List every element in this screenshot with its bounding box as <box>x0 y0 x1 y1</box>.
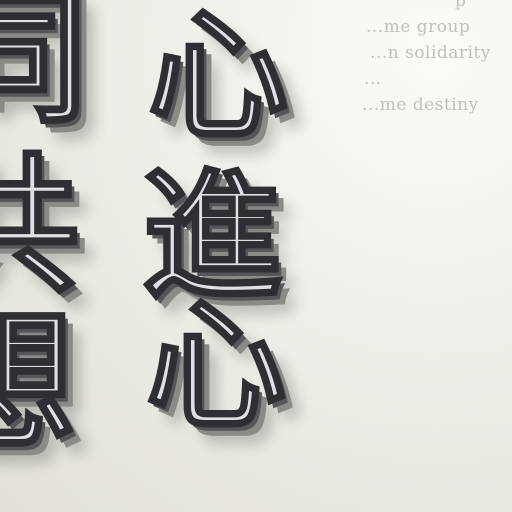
english-line: ...me destiny <box>362 95 479 115</box>
character-jin: 進 <box>140 156 283 319</box>
english-line: ... <box>364 69 382 89</box>
english-caption: p ...me group ...n solidarity ... ...me … <box>360 0 512 118</box>
english-line: ...n solidarity <box>370 43 491 63</box>
character-tong: 同 <box>0 0 90 144</box>
english-line: p <box>455 0 467 11</box>
character-xiang: 想 <box>0 296 78 470</box>
character-xin-top: 心 <box>146 0 289 159</box>
english-line: ...me group <box>366 17 471 37</box>
character-gong: 共 <box>0 140 82 314</box>
character-xin-bottom: 心 <box>144 286 287 449</box>
